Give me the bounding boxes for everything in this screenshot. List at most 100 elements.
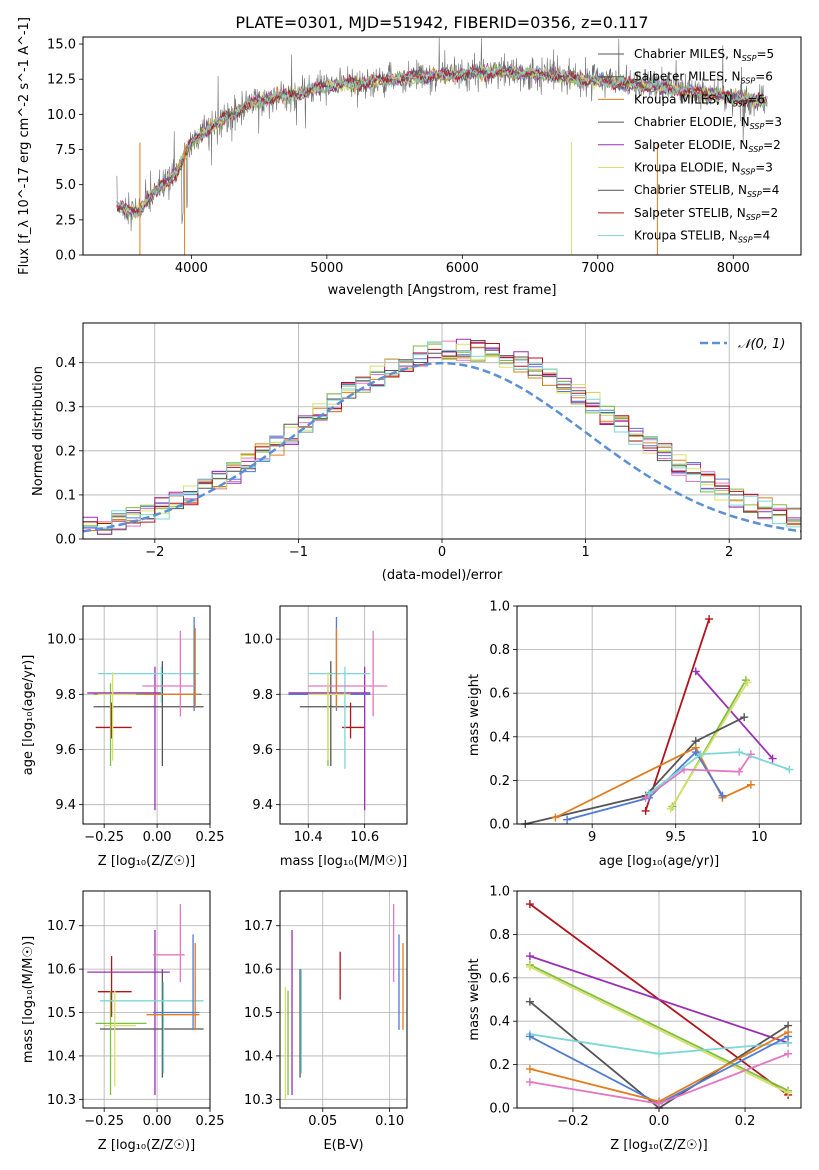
weight_vs_Z-xlabel: Z [log₁₀(Z/Z☉)]: [610, 1138, 707, 1153]
spectrum-xtick-label: 7000: [581, 261, 614, 276]
residuals-ylabel: Normed distribution: [31, 366, 46, 496]
weight_vs_age-point-marker: [735, 748, 744, 757]
age_vs_mass-grid: [280, 606, 407, 824]
mass_vs_ebv-panel: 0.05 0.10 10.3 10.4 10.5 10.6 10.7 E(B-V): [244, 890, 408, 1153]
weight_vs_Z-point-marker: [525, 1077, 534, 1086]
spectrum-ytick-label: 15.0: [47, 38, 76, 53]
mass_vs_ebv-xtick-label: 0.10: [375, 1114, 404, 1129]
weight_vs_age-point-marker: [666, 804, 675, 813]
weight_vs_Z-ytick-label: 0.8: [489, 928, 510, 943]
legend-label: Salpeter MILES, NSSP=6: [634, 70, 773, 86]
weight_vs_Z-ytick-label: 0.0: [489, 1102, 510, 1117]
mass_vs_Z-ytick-label: 10.3: [47, 1093, 76, 1108]
mass_vs_Z-panel: −0.25 0.00 0.25 10.3 10.4 10.5 10.6 10.7 Z [log₁…: [21, 890, 225, 1153]
normal-curve: [83, 361, 801, 533]
weight_vs_Z-point-marker: [525, 1064, 534, 1073]
weight_vs_Z-point-marker: [784, 1049, 793, 1058]
weight_vs_age-point-marker: [641, 793, 650, 802]
spectrum-ytick-label: 2.5: [55, 213, 76, 228]
figure-title: PLATE=0301, MJD=51942, FIBERID=0356, z=0…: [235, 13, 648, 32]
mass_vs_ebv-ytick-label: 10.3: [244, 1093, 273, 1108]
weight_vs_age-ylabel: mass weight: [467, 674, 482, 756]
weight_vs_age-point-marker: [785, 765, 794, 774]
weight_vs_age-xtick-label: 9: [588, 830, 596, 845]
weight_vs_Z-point-marker: [525, 962, 534, 971]
weight_vs_age-xtick-label: 9.5: [665, 830, 686, 845]
legend-label: Chabrier STELIB, NSSP=4: [634, 183, 779, 199]
weight_vs_age-point-marker: [644, 789, 653, 798]
mass_vs_Z-grid: [83, 891, 211, 1108]
legend-label: Chabrier ELODIE, NSSP=3: [634, 115, 782, 131]
weight_vs_age-point-marker: [551, 813, 560, 822]
weight_vs_age-series-line: [525, 716, 745, 825]
spectrum-legend: Chabrier MILES, NSSP=5 Salpeter MILES, NS…: [598, 47, 782, 245]
spectrum-series-line: [116, 63, 768, 218]
weight_vs_age-point-marker: [696, 750, 705, 759]
spectrum-ytick-label: 0.0: [55, 249, 76, 264]
mass_vs_Z-xtick-label: −0.25: [84, 1114, 124, 1129]
weight_vs_Z-frame: [516, 890, 802, 1109]
weight_vs_age-grid: [517, 605, 801, 825]
weight_vs_Z-ytick-label: 0.6: [489, 971, 510, 986]
weight_vs_age-point-marker: [718, 791, 727, 800]
weight_vs_age-point-marker: [705, 615, 714, 624]
weight_vs_age-point-marker: [641, 806, 650, 815]
residuals-xtick-label: 0: [438, 545, 446, 560]
residuals-legend-label: 𝒩(0, 1): [738, 337, 785, 352]
age_vs_mass-xtick-label: 10.4: [294, 830, 323, 845]
residuals-xtick-label: 2: [725, 545, 733, 560]
age_vs_mass-ytick-label: 9.4: [252, 798, 273, 813]
residuals-histogram-kroupa_stelib: [83, 341, 801, 529]
mass_vs_Z-xtick-label: 0.25: [196, 1114, 225, 1129]
age_vs_mass-xtick-label: 10.6: [350, 830, 379, 845]
age_vs_mass-ytick-label: 9.8: [252, 688, 273, 703]
weight_vs_age-series-line: [645, 753, 752, 799]
mass_vs_Z-ytick-label: 10.4: [47, 1049, 76, 1064]
weight_vs_Z-point-marker: [784, 1028, 793, 1037]
residuals-ytick-label: 0.0: [55, 533, 76, 548]
weight_vs_Z-xtick-label: −0.2: [557, 1114, 589, 1129]
weight_vs_age-point-marker: [563, 815, 572, 824]
residuals-ytick-label: 0.4: [55, 356, 76, 371]
spectrum-ytick-label: 7.5: [55, 143, 76, 158]
weight_vs_age-ytick-label: 0.6: [489, 687, 510, 702]
weight_vs_age-panel: 9 9.5 10 0.0 0.2 0.4 0.6 0.8 1.0 age [log₁₀(age/y…: [467, 600, 802, 869]
weight_vs_age-series-line: [644, 618, 710, 812]
weight_vs_age-ytick-label: 0.0: [489, 818, 510, 833]
weight_vs_age-frame: [516, 605, 802, 825]
mass_vs_Z-xlabel: Z [log₁₀(Z/Z☉)]: [98, 1138, 195, 1153]
age_vs_Z-ytick-label: 10.0: [47, 633, 76, 648]
weight_vs_Z-ytick-label: 0.2: [489, 1058, 510, 1073]
weight_vs_Z-grid: [517, 890, 801, 1109]
spectrum-xtick-label: 4000: [175, 261, 208, 276]
weight_vs_age-point-marker: [691, 667, 700, 676]
age_vs_mass-panel: 10.4 10.6 9.4 9.6 9.8 10.0 mass [log₁₀(M/M☉)]: [244, 605, 408, 869]
weight_vs_Z-point-marker: [784, 1088, 793, 1097]
age_vs_mass-frame: [279, 605, 408, 825]
legend-label: Salpeter ELODIE, NSSP=2: [634, 138, 781, 154]
mass_vs_Z-xtick-label: 0.00: [143, 1114, 172, 1129]
weight_vs_Z-ylabel: mass weight: [467, 958, 482, 1040]
mass_vs_Z-ylabel: mass [log₁₀(M/M☉)]: [21, 936, 36, 1063]
weight_vs_age-series-line: [695, 670, 774, 760]
spectrum-xlabel: wavelength [Angstrom, rest frame]: [328, 283, 557, 298]
residuals-xtick-label: −2: [145, 545, 164, 560]
mass_vs_ebv-ytick-label: 10.6: [244, 963, 273, 978]
mass_vs_Z-ytick-label: 10.7: [47, 919, 76, 934]
age_vs_Z-frame: [82, 605, 211, 825]
spectrum-xtick-label: 5000: [310, 261, 343, 276]
residuals-ytick-label: 0.3: [55, 400, 76, 415]
spectrum-xtick-label: 6000: [446, 261, 479, 276]
mass_vs_Z-frame: [82, 890, 211, 1109]
age_vs_Z-xtick-label: 0.00: [143, 830, 172, 845]
spectrum-observed-line: [116, 37, 768, 232]
mass_vs_Z-ytick-label: 10.5: [47, 1006, 76, 1021]
residuals-panel: −2 −1 0 1 2 0.0 0.1 0.2 0.3 0.4 𝒩(0, 1) (data-model…: [31, 322, 802, 583]
weight_vs_age-ytick-label: 0.8: [489, 643, 510, 658]
weight_vs_Z-point-marker: [655, 1049, 663, 1058]
spectrum-series-line: [116, 64, 768, 217]
age_vs_Z-panel: −0.25 0.00 0.25 9.4 9.6 9.8 10.0 Z [log₁₀(Z/Z☉)…: [21, 605, 224, 869]
weight_vs_age-point-marker: [691, 748, 700, 757]
age_vs_Z-grid: [83, 606, 211, 824]
